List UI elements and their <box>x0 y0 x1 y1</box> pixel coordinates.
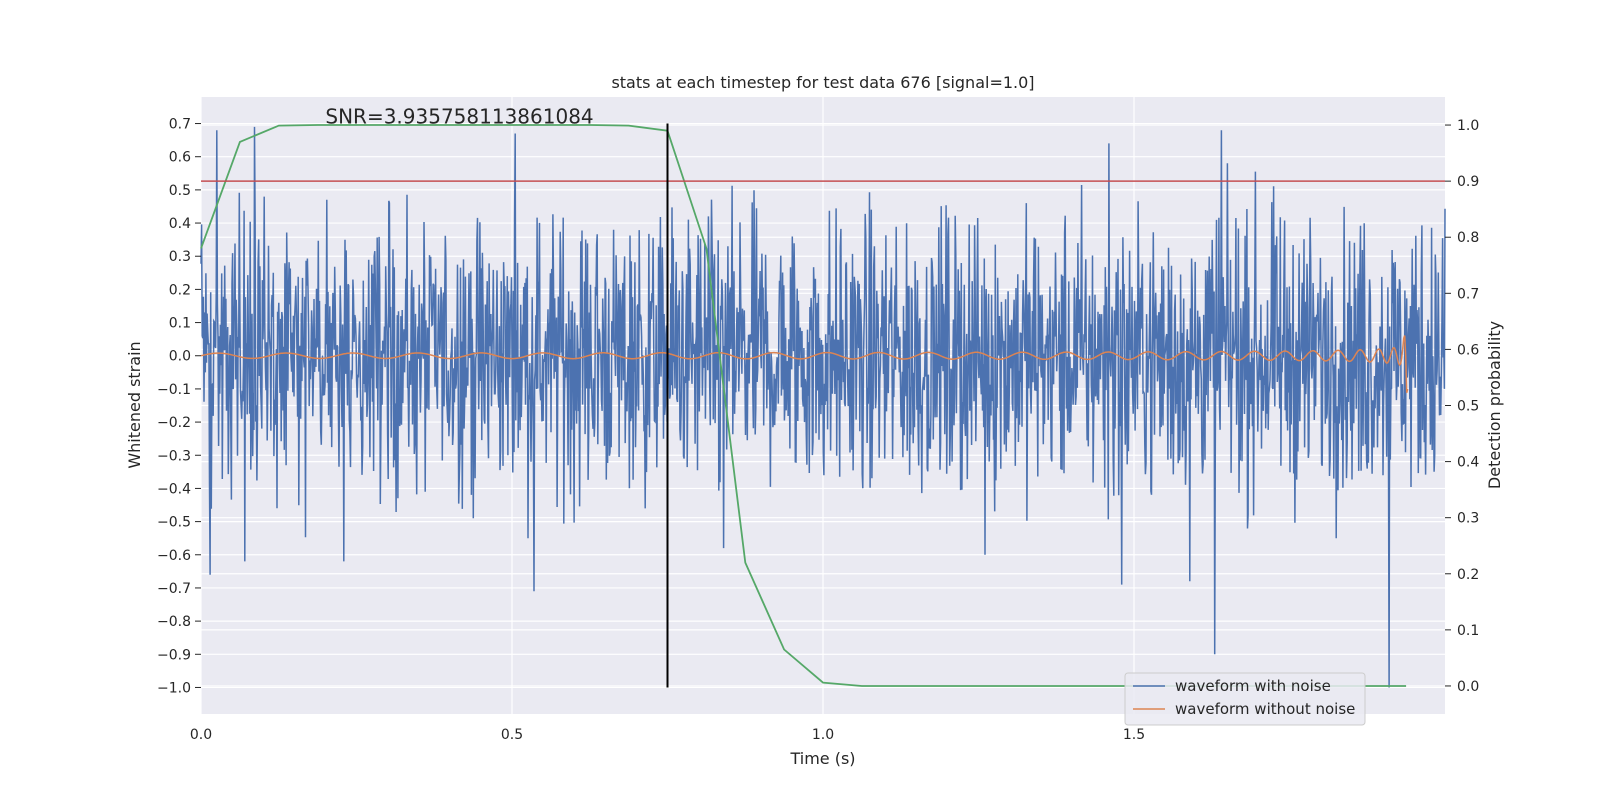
y-right-tick-label: 0.1 <box>1457 623 1479 639</box>
y-left-tick-label: −1.0 <box>157 680 191 696</box>
y-right-tick-label: 0.7 <box>1457 286 1479 302</box>
axis-ticks: 0.0 0.5 1.0 1.5 0.7 0.6 0.5 0.4 0.3 0.2 0.1 0.0 −0.1… <box>157 117 1479 743</box>
y-right-tick-label: 0.3 <box>1457 511 1479 527</box>
chart-title: stats at each timestep for test data 676… <box>611 73 1034 92</box>
y-left-tick-label: 0.0 <box>169 349 191 365</box>
waveform-with-noise-line <box>200 126 1446 688</box>
y-left-tick-label: −0.1 <box>157 382 191 398</box>
y-right-tick-label: 0.2 <box>1457 567 1479 583</box>
x-axis-label: Time (s) <box>789 749 855 768</box>
y-left-tick-label: 0.6 <box>169 150 191 166</box>
y-right-tick-label: 0.8 <box>1457 230 1479 246</box>
y-axis-label-left: Whitened strain <box>125 341 144 468</box>
y-right-tick-label: 0.5 <box>1457 399 1479 415</box>
legend: waveform with noise waveform without noi… <box>1124 672 1366 726</box>
x-tick-label: 0.0 <box>190 727 212 743</box>
y-left-tick-label: 0.2 <box>169 282 191 298</box>
y-left-tick-label: 0.5 <box>169 183 191 199</box>
y-right-tick-label: 1.0 <box>1457 118 1479 134</box>
y-left-tick-label: 0.7 <box>169 117 191 133</box>
y-right-tick-label: 0.0 <box>1457 679 1479 695</box>
y-left-tick-label: 0.3 <box>169 249 191 265</box>
waveform-without-noise-line <box>200 335 1409 393</box>
y-left-tick-label: −0.4 <box>157 481 191 497</box>
y-left-tick-label: −0.5 <box>157 515 191 531</box>
y-right-tick-label: 0.9 <box>1457 174 1479 190</box>
x-tick-label: 0.5 <box>501 727 523 743</box>
y-right-tick-label: 0.4 <box>1457 455 1479 471</box>
y-left-tick-label: −0.6 <box>157 548 191 564</box>
legend-frame <box>1124 672 1366 726</box>
y-left-tick-label: 0.4 <box>169 216 191 232</box>
x-tick-label: 1.5 <box>1123 727 1145 743</box>
y-left-tick-label: −0.9 <box>157 647 191 663</box>
y-right-tick-label: 0.6 <box>1457 342 1479 358</box>
y-left-tick-label: −0.3 <box>157 448 191 464</box>
series-waveform-with-noise <box>200 126 1446 688</box>
y-left-tick-label: −0.2 <box>157 415 191 431</box>
legend-label-noise: waveform with noise <box>1175 677 1331 695</box>
legend-label-no-noise: waveform without noise <box>1175 700 1355 718</box>
x-tick-label: 1.0 <box>812 727 834 743</box>
reference-lines <box>201 123 1445 688</box>
y-left-tick-label: −0.7 <box>157 581 191 597</box>
y-left-tick-label: 0.1 <box>169 316 191 332</box>
y-left-tick-label: −0.8 <box>157 614 191 630</box>
series-waveform-without-noise <box>200 335 1409 393</box>
snr-annotation: SNR=3.935758113861084 <box>325 105 593 129</box>
y-axis-label-right: Detection probability <box>1485 321 1504 489</box>
